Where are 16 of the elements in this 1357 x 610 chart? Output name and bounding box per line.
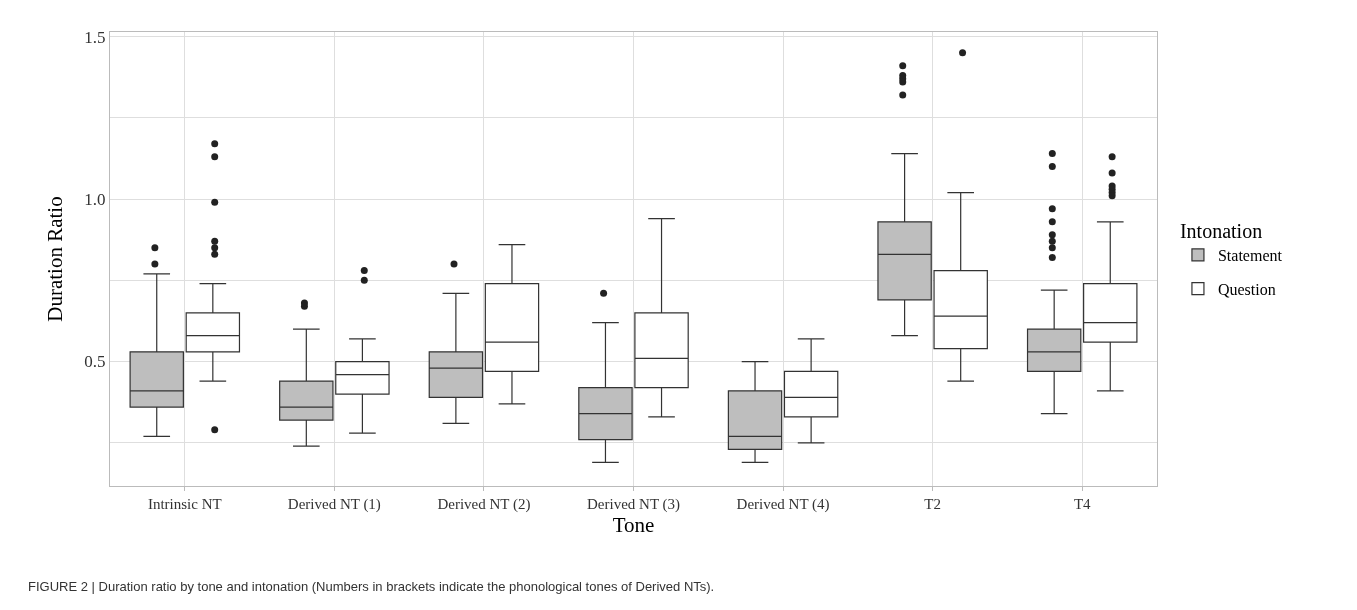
y-tick-label: 1.5 [84, 27, 106, 47]
x-tick-label: Intrinsic NT [147, 496, 222, 512]
x-tick-label: Derived NT (2) [437, 496, 531, 513]
x-tick-label: T2 [924, 496, 941, 512]
x-tick-label: Derived NT (4) [736, 496, 830, 513]
y-tick-label: 0.5 [84, 352, 106, 372]
x-axis-title: Tone [612, 513, 655, 537]
y-tick-label: 1.0 [84, 189, 106, 209]
x-tick-label: Derived NT (3) [586, 496, 681, 513]
legend-label: Question [1217, 280, 1276, 298]
legend-title: Intonation [1179, 220, 1263, 242]
x-tick-label: Derived NT (1) [287, 496, 381, 513]
x-tick-label: T4 [1073, 496, 1092, 512]
y-axis-title: Duration Ratio [43, 196, 68, 322]
legend-label: Statement [1217, 247, 1283, 265]
caption: FIGURE 2 | Duration ratio by tone and intonation (Numbers in brackets indicate the phonological tones of Derived NTs). [28, 579, 715, 594]
